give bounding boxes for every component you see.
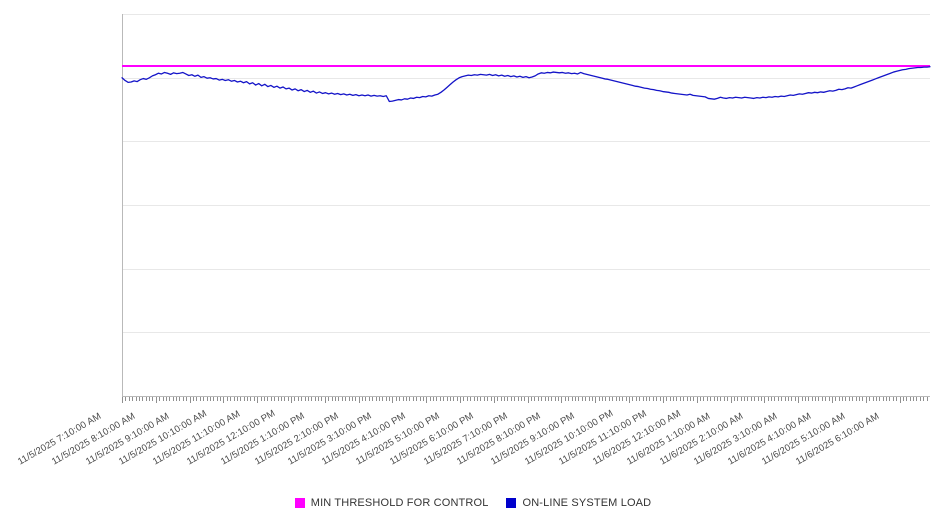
gridlines — [122, 14, 930, 397]
series-on-line-system-load — [121, 66, 931, 103]
legend-item[interactable]: MIN THRESHOLD FOR CONTROL — [294, 497, 489, 509]
legend-item-label: MIN THRESHOLD FOR CONTROL — [310, 497, 489, 509]
chart-legend: MIN THRESHOLD FOR CONTROL ON-LINE SYSTEM … — [0, 497, 946, 509]
legend-swatch-icon — [294, 498, 305, 508]
legend-item-label: ON-LINE SYSTEM LOAD — [522, 497, 652, 509]
legend-swatch-icon — [506, 498, 517, 508]
legend-item[interactable]: ON-LINE SYSTEM LOAD — [506, 497, 651, 509]
x-axis-ticks — [122, 397, 928, 403]
